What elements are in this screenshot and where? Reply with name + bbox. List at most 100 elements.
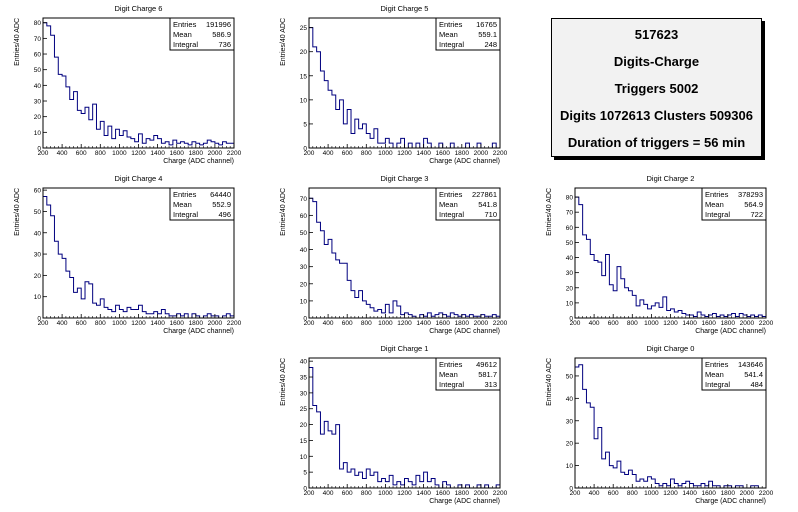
x-tick-label: 1600 — [435, 490, 450, 497]
x-tick-label: 1800 — [455, 150, 470, 157]
y-tick-label: 40 — [300, 359, 308, 366]
stats-label-mean: Mean — [439, 370, 458, 379]
stats-label-entries: Entries — [439, 360, 463, 369]
stats-box-frame — [169, 187, 235, 221]
x-tick-label: 1000 — [378, 320, 393, 327]
x-tick-label: 2000 — [474, 320, 489, 327]
x-tick-label: 1400 — [682, 490, 697, 497]
x-tick-label: 1600 — [435, 320, 450, 327]
x-tick-label: 400 — [589, 320, 600, 327]
y-tick-label: 10 — [300, 97, 308, 104]
histogram-title: Digit Charge 6 — [115, 4, 163, 13]
x-tick-label: 1600 — [169, 320, 184, 327]
x-tick-label: 2200 — [493, 490, 508, 497]
digits-clusters: Digits 1072613 Clusters 509306 — [560, 108, 753, 123]
x-tick-label: 200 — [304, 490, 315, 497]
y-tick-label: 50 — [34, 209, 42, 216]
stats-value-entries: 227861 — [472, 190, 497, 199]
y-tick-label: 0 — [303, 316, 307, 323]
x-tick-label: 800 — [627, 490, 638, 497]
y-axis-label: Entries/40 ADC — [14, 188, 21, 236]
stats-value-entries: 64440 — [210, 190, 231, 199]
histogram-title: Digit Charge 2 — [647, 174, 695, 183]
stats-value-mean: 541.4 — [744, 370, 763, 379]
histogram-title: Digit Charge 0 — [647, 344, 695, 353]
x-tick-label: 400 — [589, 490, 600, 497]
run-info-box: 517623 Digits-Charge Triggers 5002 Digit… — [551, 18, 762, 157]
y-tick-label: 10 — [34, 294, 42, 301]
y-tick-label: 5 — [303, 121, 307, 128]
stats-value-mean: 552.9 — [212, 200, 231, 209]
trigger-duration: Duration of triggers = 56 min — [567, 135, 746, 150]
x-tick-label: 1400 — [682, 320, 697, 327]
x-tick-label: 2200 — [759, 490, 774, 497]
x-tick-label: 1000 — [112, 150, 127, 157]
y-tick-label: 20 — [566, 441, 574, 448]
y-tick-label: 20 — [566, 285, 574, 292]
stats-value-entries: 143646 — [738, 360, 763, 369]
y-tick-label: 0 — [569, 486, 573, 493]
y-tick-label: 0 — [37, 316, 41, 323]
x-tick-label: 2000 — [740, 490, 755, 497]
x-tick-label: 2200 — [493, 150, 508, 157]
y-tick-label: 80 — [566, 195, 574, 202]
x-tick-label: 1800 — [189, 320, 204, 327]
x-axis-label: Charge (ADC channel) — [695, 328, 766, 335]
y-tick-label: 30 — [34, 99, 42, 106]
y-tick-label: 10 — [300, 298, 308, 305]
y-tick-label: 60 — [300, 213, 308, 220]
x-tick-label: 1800 — [189, 150, 204, 157]
stats-label-integral: Integral — [439, 380, 464, 389]
y-tick-label: 0 — [37, 146, 41, 153]
y-tick-label: 40 — [300, 247, 308, 254]
stats-label-entries: Entries — [439, 190, 463, 199]
stats-label-integral: Integral — [439, 40, 464, 49]
x-axis-label: Charge (ADC channel) — [695, 498, 766, 505]
stats-value-entries: 378293 — [738, 190, 763, 199]
y-tick-label: 30 — [566, 270, 574, 277]
stats-value-mean: 559.1 — [478, 30, 497, 39]
x-tick-label: 1600 — [701, 490, 716, 497]
y-tick-label: 40 — [34, 230, 42, 237]
stats-label-entries: Entries — [705, 360, 729, 369]
stats-box-frame — [435, 17, 501, 51]
stats-label-integral: Integral — [439, 210, 464, 219]
y-tick-label: 30 — [300, 390, 308, 397]
x-tick-label: 600 — [608, 490, 619, 497]
histogram-series — [42, 22, 235, 148]
stats-box: Entries 64440 Mean 552.9 Integral 496 — [169, 187, 235, 221]
x-tick-label: 1600 — [169, 150, 184, 157]
y-tick-label: 70 — [300, 196, 308, 203]
stats-value-entries: 191996 — [206, 20, 231, 29]
y-tick-label: 0 — [303, 486, 307, 493]
x-tick-label: 1000 — [112, 320, 127, 327]
x-tick-label: 800 — [627, 320, 638, 327]
stats-box: Entries 227861 Mean 541.8 Integral 710 — [435, 187, 501, 221]
y-tick-label: 20 — [34, 273, 42, 280]
trigger-count: Triggers 5002 — [614, 81, 699, 96]
x-tick-label: 800 — [95, 320, 106, 327]
stats-value-entries: 16765 — [476, 20, 497, 29]
y-tick-label: 10 — [566, 300, 574, 307]
y-tick-label: 20 — [300, 49, 308, 56]
y-tick-label: 10 — [34, 130, 42, 137]
stats-value-integral: 710 — [484, 210, 497, 219]
x-tick-label: 800 — [361, 320, 372, 327]
y-tick-label: 50 — [34, 67, 42, 74]
y-tick-label: 0 — [569, 316, 573, 323]
x-tick-label: 400 — [323, 150, 334, 157]
x-tick-label: 600 — [608, 320, 619, 327]
stats-value-mean: 541.8 — [478, 200, 497, 209]
x-tick-label: 1000 — [378, 150, 393, 157]
y-axis-label: Entries/40 ADC — [280, 18, 287, 66]
x-tick-label: 200 — [38, 150, 49, 157]
histogram-series — [574, 196, 767, 318]
x-tick-label: 600 — [342, 150, 353, 157]
stats-box-frame — [701, 357, 767, 391]
y-tick-label: 5 — [303, 470, 307, 477]
histogram-title: Digit Charge 1 — [381, 344, 429, 353]
stats-box: Entries 49612 Mean 581.7 Integral 313 — [435, 357, 501, 391]
y-tick-label: 60 — [566, 225, 574, 232]
stats-label-integral: Integral — [173, 210, 198, 219]
x-tick-label: 2000 — [740, 320, 755, 327]
